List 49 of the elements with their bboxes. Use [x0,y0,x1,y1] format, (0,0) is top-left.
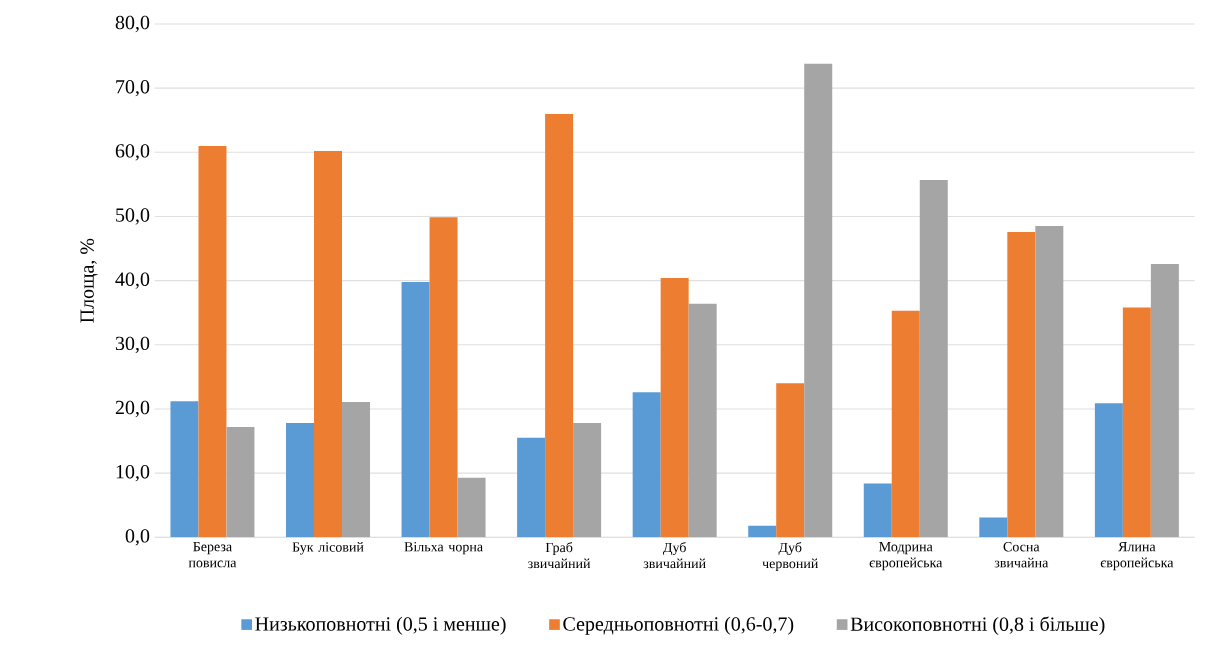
x-tick-label: Дуб червоний [762,542,819,572]
bar [919,179,948,538]
bar [286,423,315,538]
y-tick-label: 0,0 [125,529,150,546]
bar [748,525,777,538]
y-tick-label: 20,0 [115,400,150,418]
y-tick-label: 80,0 [115,15,150,33]
y-tick-label: 40,0 [115,272,150,289]
bar [401,281,430,538]
bar [1122,307,1151,538]
bar [1007,231,1036,538]
bar [1035,226,1064,538]
bar [545,113,574,538]
bar [632,392,661,538]
bar [517,437,546,538]
bar [429,217,458,538]
y-tick-label: 50,0 [116,208,150,225]
y-tick-label: 70,0 [116,79,150,97]
y-tick-label: 60,0 [115,144,150,161]
bar [342,401,371,538]
y-tick-label: 10,0 [116,464,150,482]
legend-label: Низькоповнотні (0,5 і менше) [255,616,506,635]
x-tick-label: Граб звичайний [528,542,591,569]
x-tick-label: Береза повисла [188,542,237,568]
bar [573,423,602,538]
bar [1094,403,1123,538]
x-tick-label: Сосна звичайна [994,542,1049,568]
legend-label: Високоповнотні (0,8 і більше) [850,616,1105,636]
x-tick-label: Ялина європейська [1100,542,1174,571]
bar [170,401,199,538]
bar [457,477,486,538]
bar [804,63,833,538]
bar [688,303,717,538]
x-tick-label: Дуб звичайний [643,542,706,569]
bar [776,383,805,538]
y-tick-label: 30,0 [115,336,150,354]
x-tick-label: Бук лісовий [292,542,364,555]
x-tick-label: Вільха чорна [404,542,483,555]
bar [891,310,920,538]
legend-label: Середньоповнотні (0,6-0,7) [563,616,794,635]
bar [660,278,689,538]
bar [314,151,343,538]
bar [226,426,255,538]
y-axis-title: Площа, % [80,238,98,323]
bar [198,145,227,538]
x-tick-label: Модрина європейська [869,542,943,571]
bar [1150,263,1179,538]
bar [979,517,1008,538]
bar [863,483,892,538]
